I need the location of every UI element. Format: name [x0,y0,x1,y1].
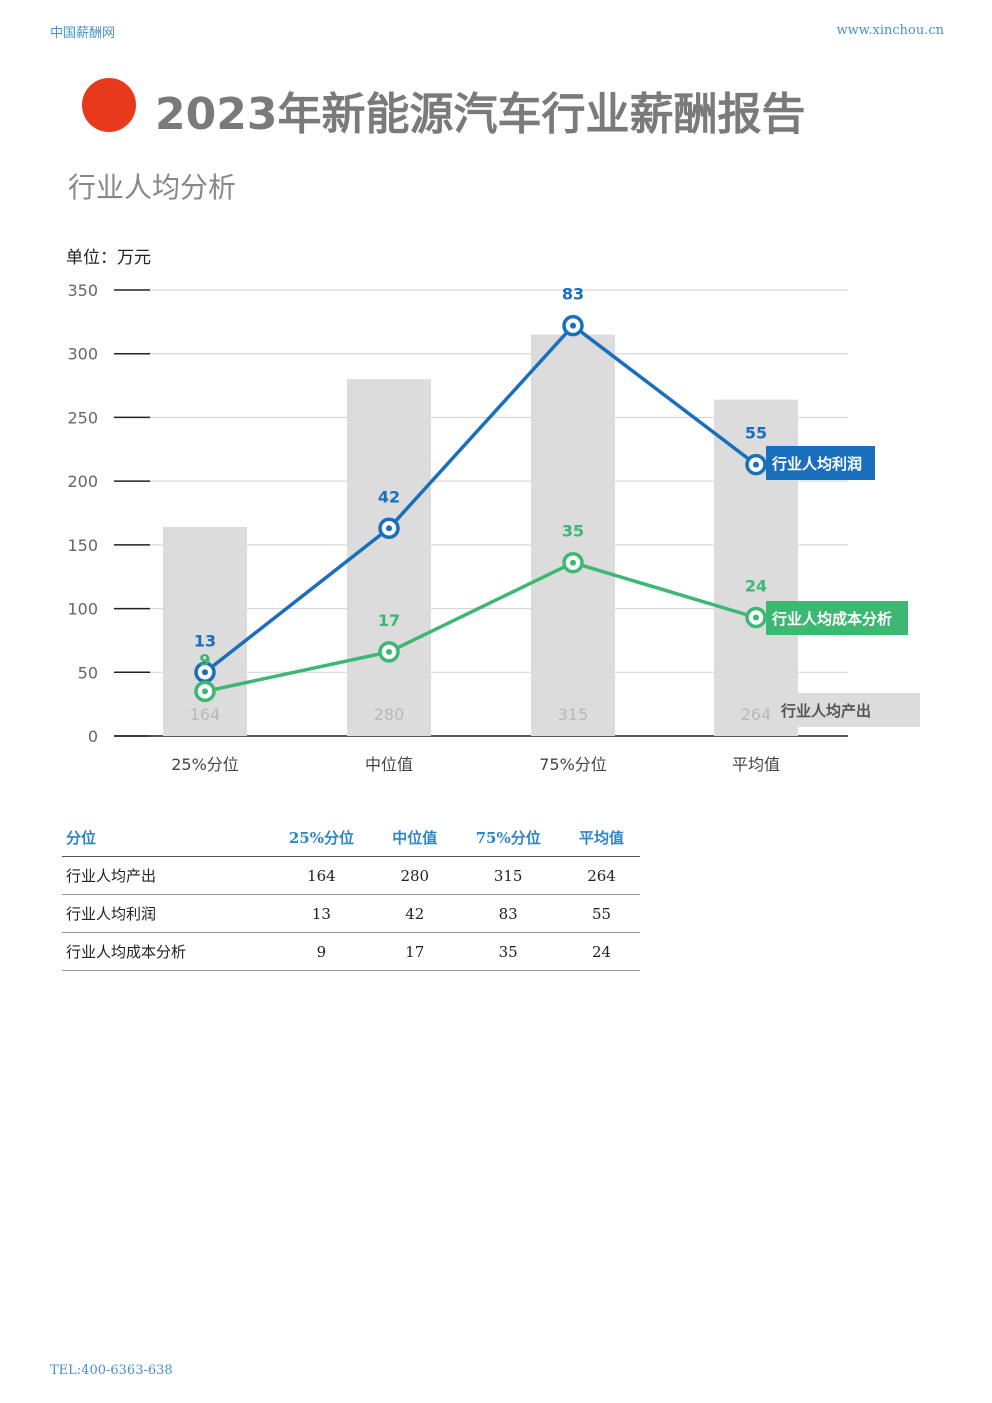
legend-tag [766,601,908,635]
data-point-center [753,614,759,621]
bar-value-label: 164 [190,705,221,724]
site-name: 中国薪酬网 [50,26,116,41]
data-label: 35 [562,522,584,541]
bar [531,334,615,736]
data-label: 55 [745,424,767,443]
table-header: 中位值 [376,818,454,857]
data-label: 9 [199,650,210,669]
y-tick-label: 100 [67,600,98,619]
table-cell: 42 [376,894,454,933]
y-tick-label: 200 [67,472,98,491]
legend-tag-label: 行业人均成本分析 [771,610,892,628]
data-point-center [570,322,576,329]
table-header-row: 分位 25%分位 中位值 75%分位 平均值 [62,818,640,857]
table-cell: 55 [563,894,640,933]
legend-tag [766,446,875,480]
line-layer [194,314,767,703]
data-point-center [570,559,576,566]
x-tick-label: 25%分位 [171,755,239,774]
bar-layer: 164 280 315 264 [163,334,798,736]
data-point-center [202,669,208,676]
table-header: 分位 [62,818,267,857]
data-label: 13 [194,631,216,650]
bar-value-label: 280 [374,705,405,724]
table-cell: 行业人均成本分析 [62,932,267,971]
table-header: 75%分位 [453,818,564,857]
data-table: 分位 25%分位 中位值 75%分位 平均值 行业人均产出 164 280 31… [62,818,640,971]
y-tick-label: 250 [67,408,98,427]
x-tick-label: 75%分位 [539,755,607,774]
y-tick-label: 300 [67,345,98,364]
table-row: 行业人均成本分析 9 17 35 24 [62,932,640,971]
y-tick-label: 150 [67,536,98,555]
label-layer: 25%分位 中位值 75%分位 平均值 13 42 83 55 9 17 35 24 行业人均利润行业人… [171,285,920,774]
title-dot-icon [82,78,136,132]
y-tick-label: 350 [67,281,98,300]
legend-tag [775,693,920,727]
table-cell: 9 [266,932,377,971]
series-line [203,323,758,674]
legend-tag-label: 行业人均利润 [771,455,862,473]
data-label: 42 [378,487,400,506]
section-title: 行业人均分析 [68,171,237,204]
table-cell: 35 [453,932,564,971]
table-cell: 164 [266,856,377,895]
table-cell: 13 [266,894,377,933]
data-label: 17 [378,611,400,630]
bar-value-label: 315 [558,705,589,724]
data-point-center [753,461,759,468]
footer-phone: TEL:400-6363-638 [50,1363,173,1378]
table-header: 平均值 [563,818,640,857]
table-cell: 17 [376,932,454,971]
page-title: 2023年新能源汽车行业薪酬报告 [155,89,806,140]
bar-value-label: 264 [741,705,772,724]
table-cell: 行业人均产出 [62,856,267,895]
series-line [204,560,757,694]
chart: 0 50 100 150 200 250 300 350 164 280 315 264 25%分位… [67,281,920,774]
table-row: 行业人均利润 13 42 83 55 [62,894,640,933]
table-cell: 280 [376,856,454,895]
site-url[interactable]: www.xinchou.cn [836,23,944,38]
x-tick-label: 平均值 [732,755,780,774]
table-cell: 行业人均利润 [62,894,267,933]
legend-tag-label: 行业人均产出 [780,702,871,720]
data-point-center [202,688,208,695]
data-point-center [386,648,392,655]
table-row: 行业人均产出 164 280 315 264 [62,856,640,895]
unit-label: 单位：万元 [66,248,151,268]
y-tick-label: 0 [88,727,98,746]
table-header: 25%分位 [266,818,377,857]
y-tick-label: 50 [78,663,98,682]
data-label: 83 [562,285,584,304]
data-label: 24 [745,576,767,595]
x-tick-label: 中位值 [365,755,413,774]
table-cell: 24 [563,932,640,971]
table-cell: 264 [563,856,640,895]
bar [347,379,431,736]
table-cell: 83 [453,894,564,933]
data-point-center [386,525,392,532]
table-cell: 315 [453,856,564,895]
